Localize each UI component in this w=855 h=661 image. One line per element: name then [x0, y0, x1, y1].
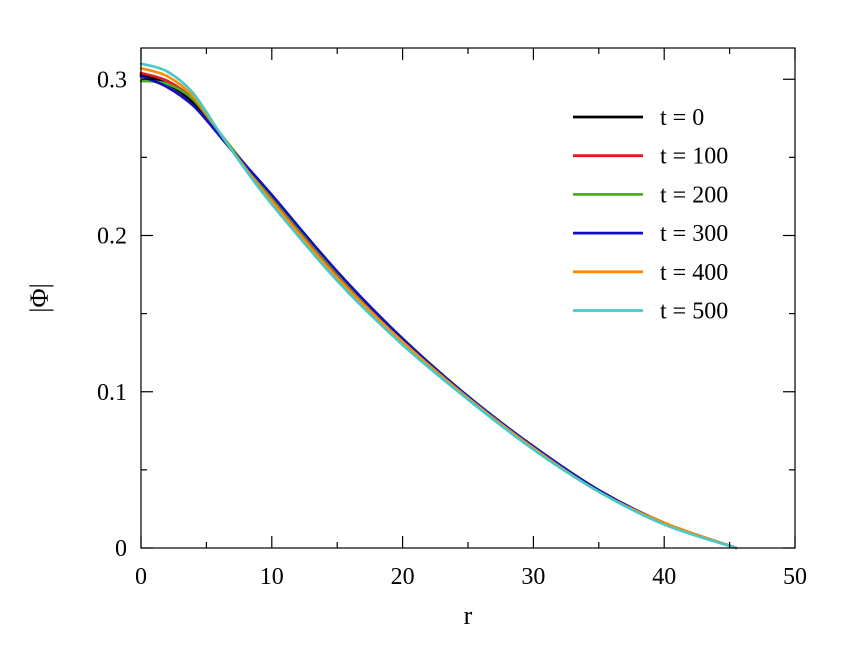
x-tick-label: 40: [652, 564, 676, 590]
y-tick-label: 0.2: [97, 224, 127, 250]
y-tick-label: 0.3: [97, 67, 127, 93]
y-tick-labels: 0 0.1 0.2 0.3: [97, 67, 127, 562]
legend-label: t = 500: [660, 299, 728, 325]
series-line-4: [139, 67, 738, 550]
series-line-5: [139, 62, 738, 550]
legend: t = 0 t = 100 t = 200 t = 300 t = 400 t = 500: [573, 105, 728, 325]
x-tick-labels: 0 10 20 30 40 50: [135, 564, 807, 590]
series-lines: [139, 62, 738, 550]
y-tick-label: 0: [115, 536, 127, 562]
axis-ticks: [140, 48, 796, 549]
x-tick-label: 50: [783, 564, 807, 590]
legend-label: t = 100: [660, 144, 728, 170]
series-line-2: [139, 79, 738, 550]
series-line-3: [139, 74, 738, 550]
legend-label: t = 400: [660, 260, 728, 286]
x-tick-label: 0: [135, 564, 147, 590]
y-axis-title: |Φ|: [25, 283, 54, 312]
x-tick-label: 30: [521, 564, 545, 590]
x-tick-label: 20: [391, 564, 415, 590]
x-tick-label: 10: [260, 564, 284, 590]
y-tick-label: 0.1: [97, 380, 127, 406]
legend-label: t = 0: [660, 105, 704, 131]
legend-label: t = 300: [660, 221, 728, 247]
x-axis-title: r: [464, 601, 473, 630]
legend-label: t = 200: [660, 182, 728, 208]
